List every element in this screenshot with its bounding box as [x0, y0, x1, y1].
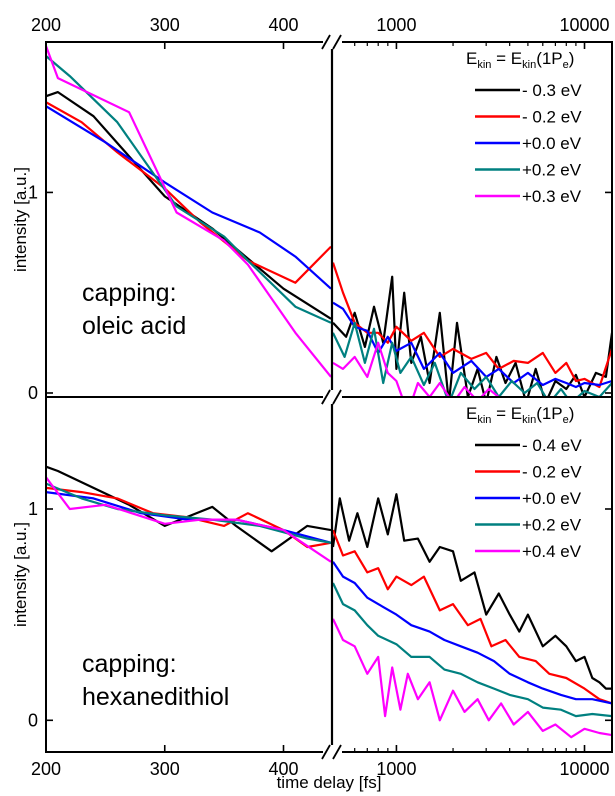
axis-break-mark — [332, 744, 342, 760]
legend-title-subscript: kin — [477, 414, 491, 426]
series-line-left-3 — [46, 482, 331, 544]
y-tick-label: 1 — [28, 182, 38, 202]
series-line-right-1 — [333, 529, 612, 705]
panel-bottom: 0 1 200 300 400 1000 10000 intensity [a.u.] capp… — [11, 389, 613, 792]
panel-annotation: capping: — [82, 279, 177, 307]
series-line-right-0 — [333, 493, 612, 690]
legend-label: +0.0 eV — [522, 134, 582, 153]
series-line-right-3 — [333, 321, 612, 397]
x-axis-label: time delay [fs] — [277, 773, 382, 792]
y-axis-label: intensity [a.u.] — [11, 522, 30, 627]
axis-break-mark — [332, 34, 342, 50]
legend-title: Ekin = Ekin(1Pe) — [466, 49, 574, 71]
series-line-left-0 — [46, 465, 331, 553]
legend-label: +0.2 eV — [522, 516, 582, 535]
x-tick-label-bottom: 10000 — [559, 759, 609, 779]
legend-label: +0.2 eV — [522, 161, 582, 180]
legend-title-part: = E — [491, 49, 522, 68]
legend-label: - 0.3 eV — [522, 81, 582, 100]
series-line-right-1 — [333, 262, 612, 389]
axis-break-mark — [321, 744, 331, 760]
legend-title: Ekin = Ekin(1Pe) — [466, 404, 574, 426]
series-line-left-4 — [46, 476, 331, 563]
x-tick-label-bottom: 300 — [150, 759, 180, 779]
panel-annotation: oleic acid — [82, 312, 186, 340]
legend-title-part: E — [466, 404, 477, 423]
legend-title-subscript: kin — [522, 59, 536, 71]
legend-label: +0.3 eV — [522, 187, 582, 206]
x-tick-label-top: 200 — [31, 15, 61, 35]
y-tick-label: 0 — [28, 383, 38, 403]
axis-break-mark — [321, 389, 331, 405]
series-line-left-0 — [46, 90, 331, 320]
series-line-right-4 — [333, 341, 501, 397]
series-line-left-4 — [46, 45, 331, 378]
legend: Ekin = Ekin(1Pe)- 0.4 eV- 0.2 eV+0.0 eV+… — [466, 404, 582, 561]
x-tick-label-bottom: 200 — [31, 759, 61, 779]
legend-label: - 0.2 eV — [522, 463, 582, 482]
legend-title-subscript: e — [563, 59, 569, 71]
series-line-right-2 — [333, 301, 612, 389]
series-line-right-4 — [333, 618, 612, 739]
series-line-left-1 — [46, 101, 331, 284]
legend-label: +0.0 eV — [522, 489, 582, 508]
axis-break-mark — [321, 34, 331, 50]
legend-label: +0.4 eV — [522, 542, 582, 561]
legend-label: - 0.2 eV — [522, 108, 582, 127]
axis-break-mark — [332, 389, 342, 405]
x-tick-label-bottom: 400 — [268, 759, 298, 779]
panel-top: 0 1 200 300 400 1000 10000 intensity [a.u.] capp… — [11, 15, 613, 405]
x-tick-label-top: 1000 — [376, 15, 416, 35]
legend-label: - 0.4 eV — [522, 436, 582, 455]
series-line-right-3 — [333, 582, 612, 718]
x-tick-label-top: 400 — [268, 15, 298, 35]
legend-title-part: (1P — [536, 49, 562, 68]
y-tick-label: 0 — [28, 710, 38, 730]
legend-title-part: E — [466, 49, 477, 68]
legend-title-part: ) — [569, 49, 575, 68]
panel-annotation: capping: — [82, 650, 177, 678]
legend-title-subscript: kin — [477, 59, 491, 71]
series-line-right-2 — [333, 561, 612, 705]
x-tick-label-top: 300 — [150, 15, 180, 35]
panel-annotation: hexanedithiol — [82, 683, 229, 711]
x-tick-label-top: 10000 — [559, 15, 609, 35]
y-tick-label: 1 — [28, 499, 38, 519]
legend-title-subscript: kin — [522, 414, 536, 426]
series-line-left-3 — [46, 55, 331, 324]
legend-title-subscript: e — [563, 414, 569, 426]
legend-title-part: ) — [569, 404, 575, 423]
y-axis-label: intensity [a.u.] — [11, 167, 30, 272]
series-line-left-2 — [46, 105, 331, 290]
x-tick-label-bottom: 1000 — [376, 759, 416, 779]
legend: Ekin = Ekin(1Pe)- 0.3 eV- 0.2 eV+0.0 eV+… — [466, 49, 582, 206]
legend-title-part: (1P — [536, 404, 562, 423]
legend-title-part: = E — [491, 404, 522, 423]
